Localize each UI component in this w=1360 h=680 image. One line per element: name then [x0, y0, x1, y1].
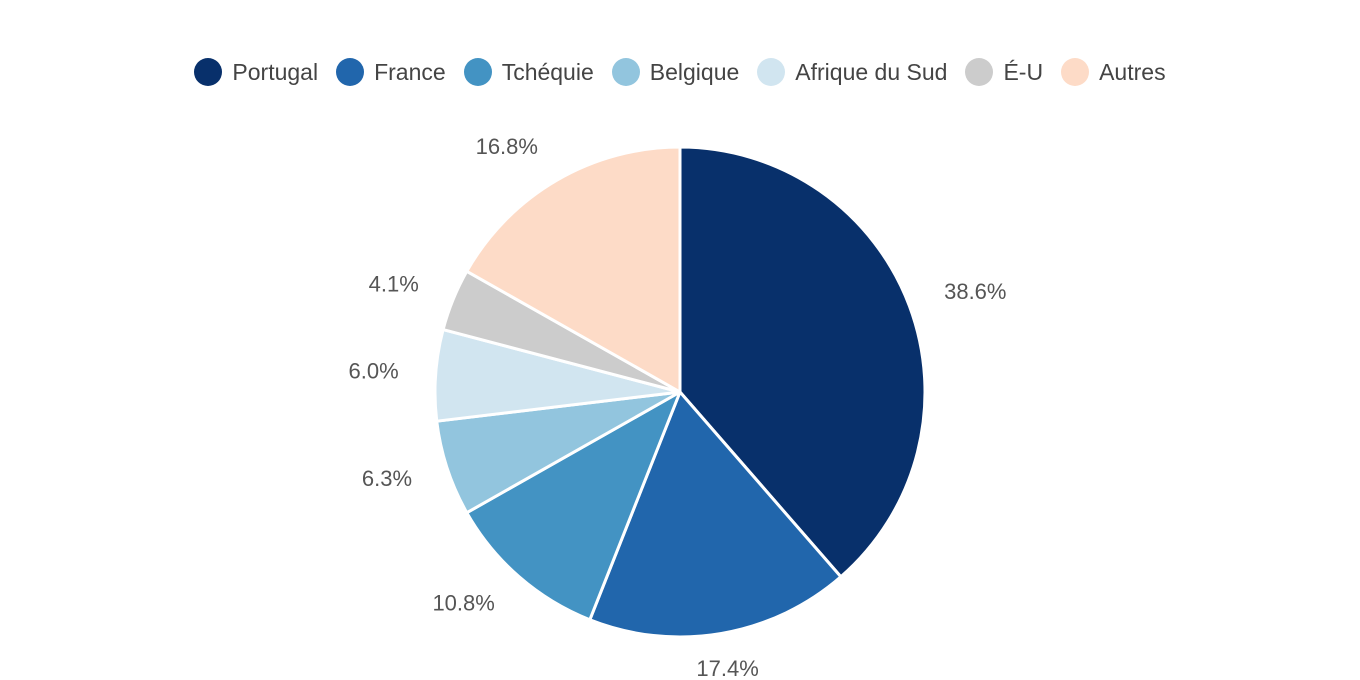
slice-label-portugal: 38.6%: [944, 279, 1006, 304]
legend-item-tchequie[interactable]: Tchéquie: [463, 58, 594, 86]
pie-slice-autres[interactable]: [465, 145, 682, 394]
legend-label-afrique-du-sud: Afrique du Sud: [795, 58, 948, 85]
pie-slice-tchequie[interactable]: [465, 390, 682, 622]
legend-label-autres: Autres: [1099, 58, 1166, 85]
legend-swatch-e-u: [965, 58, 994, 86]
legend-label-portugal: Portugal: [232, 58, 319, 85]
legend-label-belgique: Belgique: [649, 58, 740, 85]
legend-label-france: France: [374, 58, 446, 85]
slice-label-tchequie: 10.8%: [432, 591, 494, 616]
legend-item-autres[interactable]: Autres: [1061, 58, 1166, 86]
legend-item-belgique[interactable]: Belgique: [611, 58, 740, 86]
legend-item-portugal[interactable]: Portugal: [194, 58, 318, 86]
pie-slice-portugal[interactable]: [678, 145, 927, 579]
slice-label-e-u: 4.1%: [369, 272, 419, 297]
slice-label-belgique: 6.3%: [362, 466, 412, 491]
legend-label-e-u: É-U: [1003, 58, 1044, 85]
legend-label-tchequie: Tchéquie: [501, 58, 594, 85]
legend-swatch-belgique: [611, 58, 640, 86]
legend-swatch-afrique-du-sud: [757, 58, 786, 86]
legend-item-afrique-du-sud[interactable]: Afrique du Sud: [757, 58, 947, 86]
chart-legend: Portugal France Tchéquie Belgique Afriqu…: [0, 52, 1360, 92]
legend-swatch-autres: [1061, 58, 1090, 86]
legend-swatch-tchequie: [463, 58, 492, 86]
slice-label-autres: 16.8%: [476, 134, 538, 159]
slice-label-france: 17.4%: [696, 656, 758, 680]
legend-item-e-u[interactable]: É-U: [965, 58, 1043, 86]
legend-swatch-portugal: [194, 58, 223, 86]
pie-slice-france[interactable]: [588, 390, 843, 639]
legend-swatch-france: [336, 58, 365, 86]
legend-item-france[interactable]: France: [336, 58, 446, 86]
slice-label-afrique-du-sud: 6.0%: [349, 358, 399, 383]
